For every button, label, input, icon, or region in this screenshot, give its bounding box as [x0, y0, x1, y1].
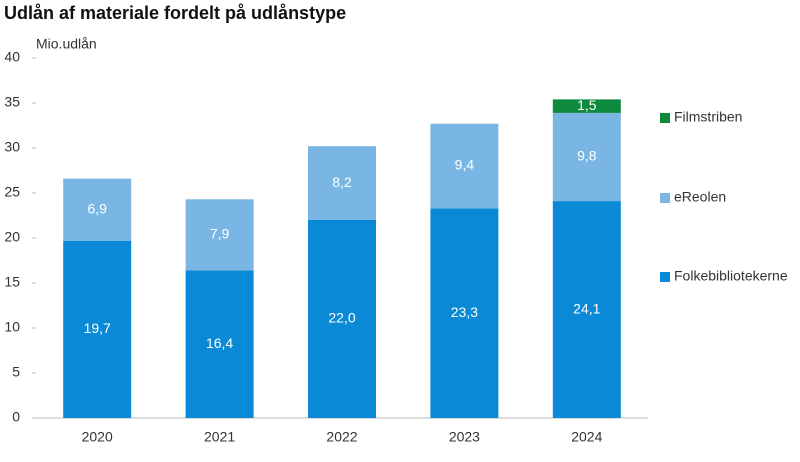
bar-segment: [63, 178, 132, 241]
legend-swatch: [660, 272, 670, 282]
y-tick-label: 10: [4, 319, 20, 335]
y-tick-label: 5: [12, 364, 20, 380]
x-tick-label: 2024: [571, 429, 602, 445]
bar-segment: [552, 112, 621, 202]
value-label: 22,0: [328, 310, 355, 326]
x-tick-label: 2023: [449, 429, 480, 445]
value-label: 16,4: [206, 335, 233, 351]
value-label: 9,8: [577, 148, 597, 164]
chart-title: Udlån af materiale fordelt på udlånstype: [4, 3, 346, 23]
legend-swatch: [660, 113, 670, 123]
value-label: 7,9: [210, 226, 230, 242]
y-tick-label: 20: [4, 229, 20, 245]
bar-segment: [430, 123, 499, 209]
y-axis-label: Mio.udlån: [36, 36, 97, 52]
value-label: 19,7: [84, 320, 111, 336]
bar-segment: [552, 99, 621, 113]
y-tick-label: 15: [4, 274, 20, 290]
bar-segment: [308, 220, 376, 418]
bar-segment: [63, 240, 132, 418]
value-label: 1,5: [577, 97, 597, 113]
bar-segment: [185, 270, 254, 418]
value-label: 8,2: [332, 174, 352, 190]
bar-segment: [430, 208, 499, 418]
y-tick-label: 0: [12, 409, 20, 425]
value-label: 24,1: [573, 300, 600, 316]
bar-segment: [552, 201, 621, 418]
value-label: 23,3: [451, 304, 478, 320]
value-label: 9,4: [455, 157, 475, 173]
x-tick-label: 2020: [82, 429, 113, 445]
value-label: 6,9: [87, 200, 107, 216]
x-tick-label: 2021: [204, 429, 235, 445]
y-tick-label: 40: [4, 49, 20, 65]
y-tick-label: 25: [4, 184, 20, 200]
x-tick-label: 2022: [326, 429, 357, 445]
bar-segment: [185, 199, 254, 271]
legend-label: Folkebibliotekerne: [674, 268, 788, 284]
y-tick-label: 30: [4, 139, 20, 155]
legend-swatch: [660, 193, 670, 203]
y-tick-label: 35: [4, 94, 20, 110]
legend-label: Filmstriben: [674, 109, 742, 125]
bar-segment: [308, 146, 376, 220]
legend-label: eReolen: [674, 189, 726, 205]
